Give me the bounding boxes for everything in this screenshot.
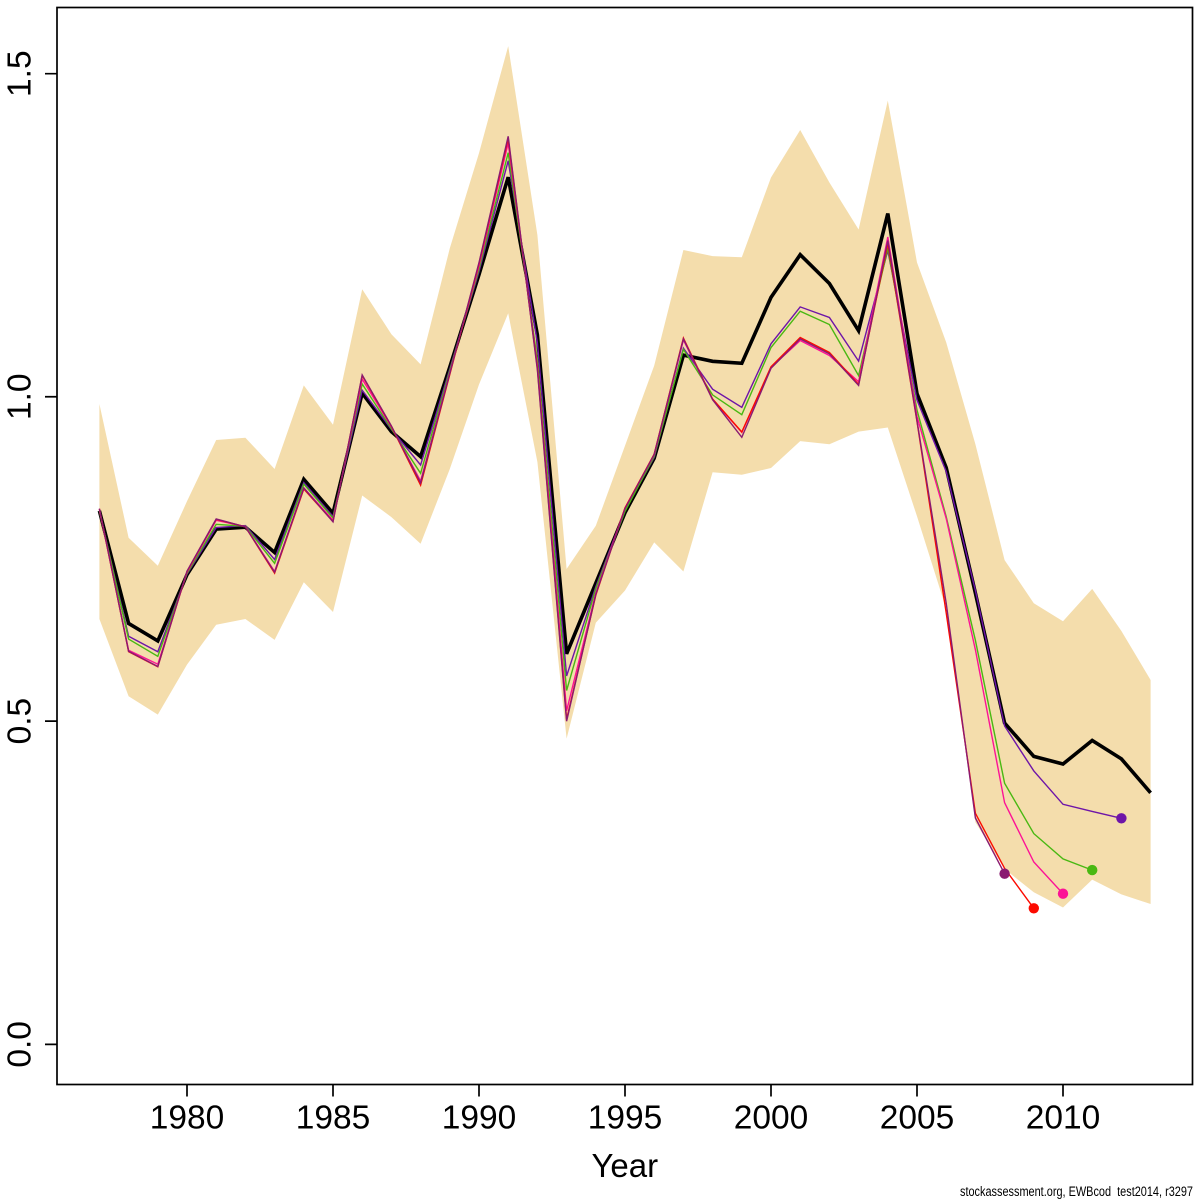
svg-text:1985: 1985	[296, 1100, 371, 1137]
svg-text:1.5: 1.5	[2, 50, 39, 97]
svg-text:1980: 1980	[150, 1100, 225, 1137]
svg-text:2005: 2005	[880, 1100, 955, 1137]
svg-text:Year: Year	[591, 1147, 658, 1184]
svg-text:stockassessment.org, EWBcod t: stockassessment.org, EWBcod test2014, r3…	[960, 1184, 1193, 1200]
svg-text:1.0: 1.0	[2, 373, 39, 420]
svg-text:2010: 2010	[1026, 1100, 1101, 1137]
svg-text:0.0: 0.0	[2, 1021, 39, 1068]
svg-text:1995: 1995	[588, 1100, 663, 1137]
svg-text:1990: 1990	[442, 1100, 517, 1137]
svg-text:2000: 2000	[734, 1100, 809, 1137]
svg-text:0.5: 0.5	[2, 698, 39, 745]
